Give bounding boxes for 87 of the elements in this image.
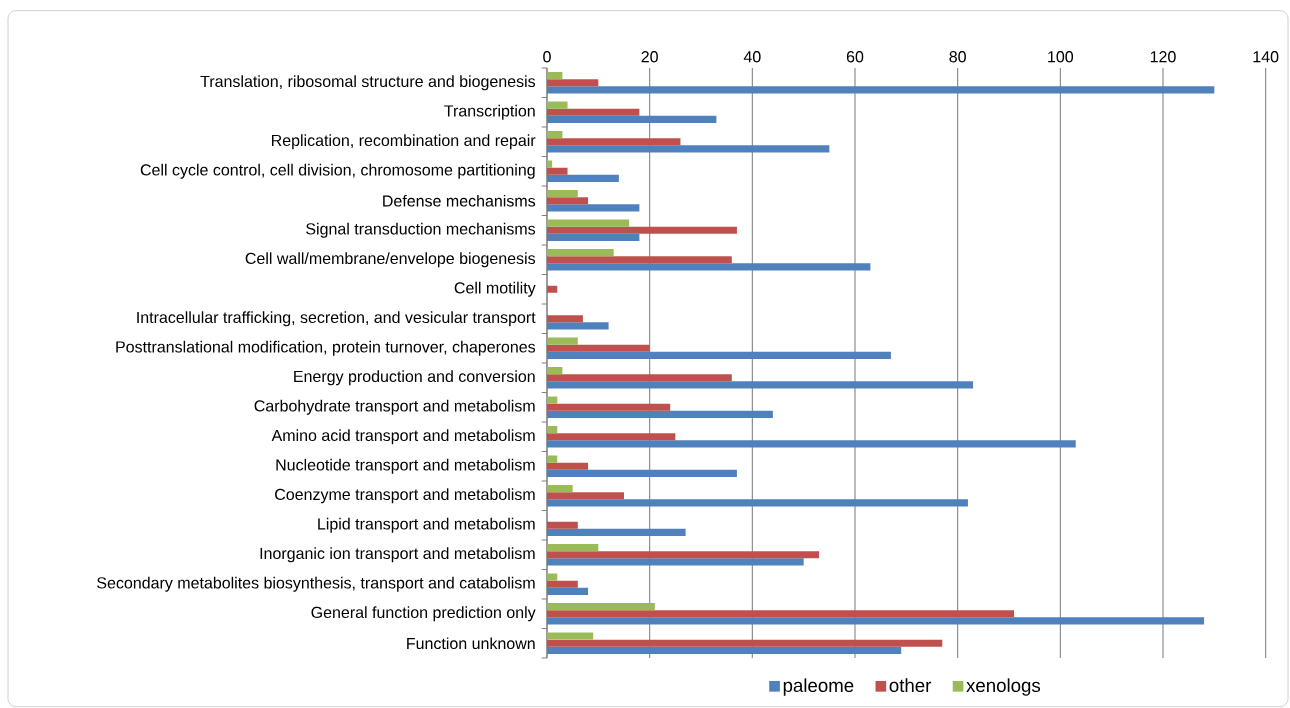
legend-label: paleome: [783, 678, 854, 696]
bar: [547, 551, 820, 559]
legend-label: xenologs: [966, 678, 1041, 696]
x-tick-label: 120: [1150, 51, 1176, 63]
bar: [547, 440, 1076, 448]
bar: [547, 403, 671, 411]
bar: [547, 639, 943, 647]
y-tick-label: Energy production and conversion: [294, 370, 535, 386]
bar: [547, 115, 717, 124]
bar: [547, 197, 589, 205]
bar: [547, 285, 558, 293]
bar: [547, 587, 589, 596]
y-tick-label: Replication, recombination and repair: [271, 134, 536, 150]
bar: [547, 130, 563, 139]
bar: [547, 248, 614, 257]
y-tick-label: Transcription: [444, 104, 535, 120]
bar: [547, 86, 1215, 94]
y-tick-label: Cell wall/membrane/envelope biogenesis: [245, 252, 536, 268]
bar: [547, 71, 563, 80]
bar: [547, 174, 619, 183]
x-tick-label: 0: [543, 51, 551, 63]
bar: [547, 425, 558, 434]
bar: [547, 204, 640, 212]
bar: [547, 167, 568, 175]
bar: [547, 433, 676, 441]
bar: [547, 462, 589, 470]
x-tick-label: 20: [641, 51, 658, 63]
bar: [547, 410, 773, 419]
bar: [547, 189, 578, 198]
bar: [547, 138, 681, 146]
x-tick-label: 140: [1253, 51, 1279, 63]
bar: [547, 366, 563, 375]
bar: [547, 226, 737, 234]
bar: [547, 543, 599, 552]
y-tick-label: Secondary metabolites biosynthesis, transport and catabolism: [97, 576, 535, 592]
bar: [547, 602, 655, 611]
x-tick-label: 100: [1048, 51, 1074, 63]
y-tick-label: General function prediction only: [311, 606, 536, 622]
y-tick-label: Function unknown: [407, 637, 535, 650]
bar: [547, 632, 594, 640]
bar: [547, 219, 630, 227]
bar: [547, 469, 737, 478]
bar: [547, 108, 640, 116]
bar: [547, 256, 732, 264]
bar: [547, 521, 578, 529]
y-tick-label: Posttranslational modification, protein turnover, chaperones: [116, 340, 536, 356]
bar: [547, 351, 891, 360]
bar: [547, 374, 732, 382]
x-tick-label: 40: [743, 51, 761, 63]
bar: [547, 617, 1205, 625]
y-tick-label: Cell cycle control, cell division, chromosome partitioning: [140, 163, 535, 179]
bar: [547, 145, 830, 153]
bar: [547, 160, 553, 168]
bar: [547, 233, 640, 242]
bar: [547, 101, 568, 109]
bar: [547, 646, 902, 655]
y-tick-label: Inorganic ion transport and metabolism: [260, 547, 535, 563]
y-tick-label: Carbohydrate transport and metabolism: [254, 399, 535, 415]
bar: [547, 381, 974, 389]
bar: [547, 455, 558, 463]
y-tick-label: Signal transduction mechanisms: [306, 222, 536, 238]
bar: [547, 337, 578, 345]
bar: [547, 580, 578, 588]
bar: [547, 79, 599, 87]
y-tick-label: Defense mechanisms: [383, 194, 536, 207]
bar: [547, 558, 804, 566]
bar: [547, 499, 968, 507]
bar: [547, 263, 871, 271]
y-tick-label: Amino acid transport and metabolism: [271, 429, 535, 445]
bar: [547, 315, 583, 323]
bar: [547, 484, 573, 493]
y-tick-label: Cell motility: [454, 281, 536, 297]
bar: [547, 528, 686, 537]
bar: [547, 573, 558, 581]
y-tick-label: Nucleotide transport and metabolism: [276, 458, 535, 474]
x-tick-label: 60: [846, 51, 864, 63]
bar: [547, 322, 609, 330]
x-tick-label: 80: [949, 51, 966, 63]
bar: [547, 344, 650, 352]
bar: [547, 492, 624, 500]
bar: [547, 610, 1015, 618]
y-tick-label: Translation, ribosomal structure and biogenesis: [200, 75, 536, 91]
y-tick-label: Intracellular trafficking, secretion, and vesicular transport: [137, 311, 536, 327]
legend-label: other: [889, 678, 932, 693]
bar: [547, 396, 558, 404]
y-tick-label: Coenzyme transport and metabolism: [275, 488, 535, 504]
y-tick-label: Lipid transport and metabolism: [318, 517, 535, 533]
